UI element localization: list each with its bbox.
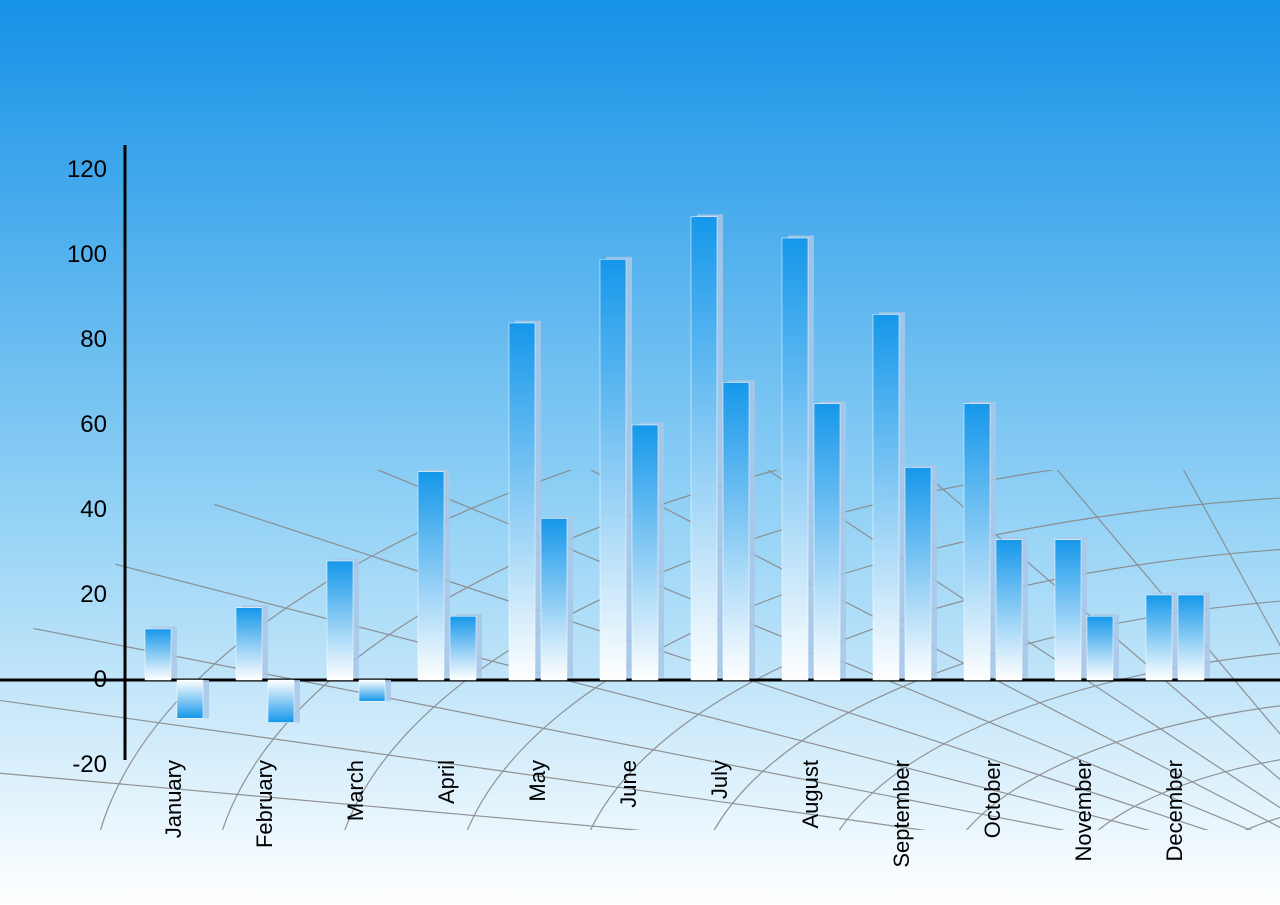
bar <box>509 323 535 680</box>
x-category-label: September <box>889 760 915 868</box>
bar <box>327 561 353 680</box>
y-tick-label: 60 <box>80 411 115 439</box>
y-tick-label: 40 <box>80 496 115 524</box>
bar <box>145 629 171 680</box>
bar <box>632 425 658 680</box>
bar <box>177 680 203 718</box>
chart-canvas: -20 0 20 40 60 80 100 120 January February March Ap… <box>0 0 1280 905</box>
bar <box>600 259 626 680</box>
x-category-label: October <box>980 760 1006 838</box>
y-tick-label: 120 <box>67 156 115 184</box>
bar <box>450 616 476 680</box>
bar <box>418 472 444 680</box>
x-category-label: March <box>343 760 369 821</box>
x-category-label: April <box>434 760 460 804</box>
x-category-label: May <box>525 760 551 802</box>
bar <box>1178 595 1204 680</box>
bar <box>964 404 990 680</box>
bar <box>236 608 262 680</box>
x-category-label: June <box>616 760 642 808</box>
bar <box>782 238 808 680</box>
y-tick-label: -20 <box>72 751 115 779</box>
bar <box>996 540 1022 680</box>
x-category-label: December <box>1162 760 1188 861</box>
bar <box>1087 616 1113 680</box>
y-tick-label: 20 <box>80 581 115 609</box>
bar <box>905 468 931 681</box>
x-category-label: July <box>707 760 733 799</box>
bar <box>691 217 717 680</box>
x-category-label: February <box>252 760 278 848</box>
y-tick-label: 0 <box>94 666 115 694</box>
y-tick-label: 80 <box>80 326 115 354</box>
bar <box>723 383 749 681</box>
bar <box>873 315 899 681</box>
bar <box>1055 540 1081 680</box>
x-category-label: January <box>161 760 187 838</box>
bar <box>268 680 294 723</box>
x-category-label: November <box>1071 760 1097 861</box>
bar <box>541 519 567 681</box>
bar <box>1146 595 1172 680</box>
x-category-label: August <box>798 760 824 829</box>
bar <box>359 680 385 701</box>
bar <box>814 404 840 680</box>
y-tick-label: 100 <box>67 241 115 269</box>
